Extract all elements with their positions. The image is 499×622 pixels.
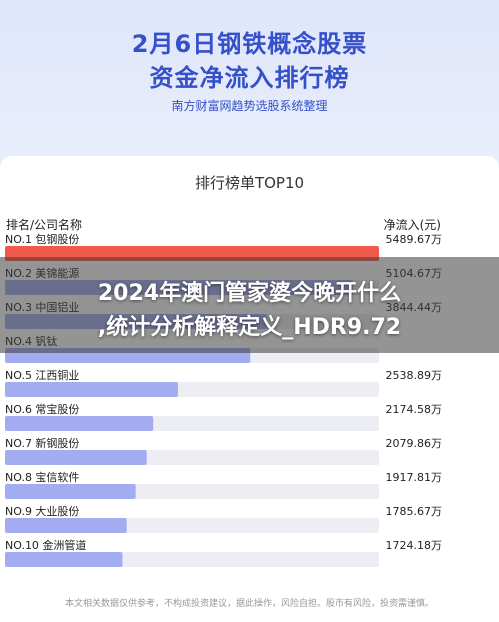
- bar-value-label: 2538.89万: [386, 369, 443, 382]
- column-header-inflow: 净流入(元): [383, 218, 441, 232]
- bar-label: NO.1 包钢股份: [5, 233, 79, 246]
- disclaimer: 本文相关数据仅供参考，不构成投资建议，据此操作，风险自担。股市有风险，投资需谨慎…: [64, 599, 434, 609]
- title-line-1: 2月6日钢铁概念股票: [131, 30, 368, 58]
- card-title: 排行榜单TOP10: [194, 174, 305, 192]
- bar-label: NO.9 大业股份: [5, 504, 79, 518]
- bar-label: NO.8 宝信软件: [5, 470, 79, 484]
- bar-value-label: 1785.67万: [386, 505, 443, 518]
- bar: [5, 518, 127, 533]
- bar-value-label: 5489.67万: [386, 233, 443, 246]
- overlay-banner: 2024年澳门管家婆今晚开什么 ,统计分析解释定义_HDR9.72: [0, 257, 499, 353]
- bar-label: NO.6 常宝股份: [5, 402, 79, 416]
- bar-label: NO.7 新钢股份: [5, 436, 79, 450]
- bar-label: NO.10 金洲管道: [5, 538, 86, 552]
- banner-line-1: 2024年澳门管家婆今晚开什么: [97, 281, 402, 306]
- title-line-2: 资金净流入排行榜: [149, 64, 350, 92]
- header: 2月6日钢铁概念股票 资金净流入排行榜 南方财富网趋势选股系统整理: [0, 0, 499, 165]
- bar-value-label: 2174.58万: [386, 403, 443, 416]
- subtitle: 南方财富网趋势选股系统整理: [171, 99, 328, 113]
- bar-value-label: 1724.18万: [386, 539, 443, 552]
- bar: [5, 552, 123, 567]
- bar: [5, 450, 147, 465]
- bar-label: NO.5 江西铜业: [5, 368, 79, 382]
- banner-line-2: ,统计分析解释定义_HDR9.72: [97, 315, 402, 340]
- bar: [5, 484, 136, 499]
- bar-value-label: 2079.86万: [386, 437, 443, 450]
- bar-value-label: 1917.81万: [386, 471, 443, 484]
- bar: [5, 382, 178, 397]
- column-header-name: 排名/公司名称: [6, 218, 83, 232]
- bar: [5, 416, 154, 431]
